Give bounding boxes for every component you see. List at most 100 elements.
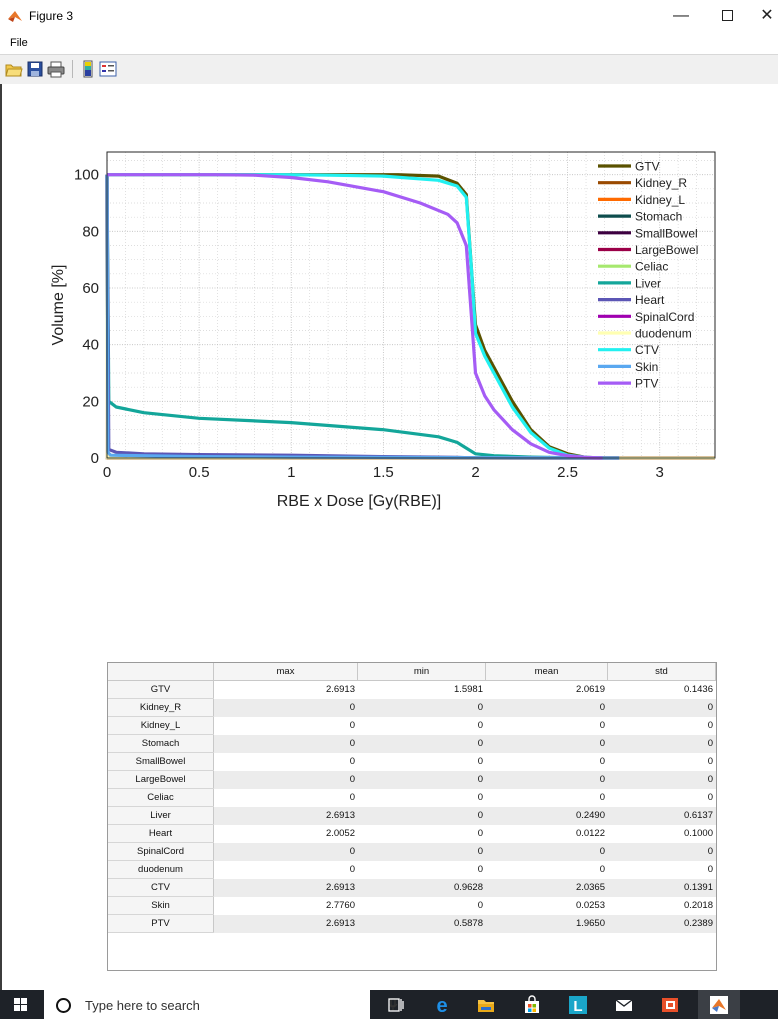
table-cell[interactable]: 0 <box>607 788 716 807</box>
table-cell[interactable]: 0 <box>607 734 716 753</box>
table-cell[interactable]: 0.6137 <box>607 806 716 825</box>
legend-label-heart: Heart <box>635 293 665 307</box>
table-cell[interactable]: 0.2018 <box>607 896 716 915</box>
store-icon[interactable] <box>522 995 542 1015</box>
office-icon[interactable] <box>660 995 680 1015</box>
table-cell[interactable]: 0 <box>213 788 358 807</box>
table-cell[interactable]: 2.0619 <box>485 680 608 699</box>
table-row: Stomach 0 0 0 0 <box>108 734 716 753</box>
row-header[interactable]: Stomach <box>108 734 214 753</box>
row-header[interactable]: GTV <box>108 680 214 699</box>
table-cell[interactable]: 0 <box>213 860 358 879</box>
stats-table[interactable]: max min mean std GTV 2.6913 1.5981 2.0619 0.1436… <box>107 662 717 971</box>
row-header[interactable]: Liver <box>108 806 214 825</box>
table-cell[interactable]: 0 <box>213 716 358 735</box>
table-cell[interactable]: 0 <box>213 698 358 717</box>
column-header-mean[interactable]: mean <box>485 663 608 681</box>
row-header[interactable]: SpinalCord <box>108 842 214 861</box>
row-header[interactable]: Kidney_L <box>108 716 214 735</box>
table-cell[interactable]: 0 <box>213 770 358 789</box>
table-cell[interactable]: 0 <box>607 770 716 789</box>
row-header[interactable]: Kidney_R <box>108 698 214 717</box>
table-cell[interactable]: 0.1000 <box>607 824 716 843</box>
colorbar-icon[interactable] <box>79 60 97 78</box>
table-cell[interactable]: 0 <box>357 806 486 825</box>
table-cell[interactable]: 0 <box>485 752 608 771</box>
column-header-max[interactable]: max <box>213 663 358 681</box>
windows-start-icon[interactable] <box>14 998 27 1011</box>
table-cell[interactable]: 0 <box>485 788 608 807</box>
table-cell[interactable]: 0 <box>607 842 716 861</box>
row-header[interactable]: PTV <box>108 914 214 933</box>
table-cell[interactable]: 2.0052 <box>213 824 358 843</box>
table-cell[interactable]: 0 <box>607 860 716 879</box>
table-cell[interactable]: 0 <box>485 770 608 789</box>
mail-icon[interactable] <box>614 995 634 1015</box>
table-cell[interactable]: 0.0122 <box>485 824 608 843</box>
row-header[interactable]: Heart <box>108 824 214 843</box>
table-cell[interactable]: 0 <box>485 734 608 753</box>
table-cell[interactable]: 0 <box>357 788 486 807</box>
table-cell[interactable]: 0 <box>357 842 486 861</box>
open-file-icon[interactable] <box>5 60 23 78</box>
row-header[interactable]: Celiac <box>108 788 214 807</box>
dvh-chart[interactable]: 0 0.5 1 1.5 2 2.5 3 0 20 40 60 80 100 RBE x Dose [Gy(… <box>2 84 778 564</box>
table-cell[interactable]: 0.2490 <box>485 806 608 825</box>
column-header-std[interactable]: std <box>607 663 716 681</box>
legend-icon[interactable] <box>99 60 117 78</box>
table-cell[interactable]: 0 <box>357 770 486 789</box>
table-cell[interactable]: 0 <box>357 896 486 915</box>
table-cell[interactable]: 2.6913 <box>213 680 358 699</box>
table-cell[interactable]: 0 <box>213 734 358 753</box>
table-cell[interactable]: 0 <box>213 752 358 771</box>
table-cell[interactable]: 0.9628 <box>357 878 486 897</box>
table-cell[interactable]: 0 <box>213 842 358 861</box>
task-view-icon[interactable] <box>386 995 406 1015</box>
close-button[interactable]: ✕ <box>752 5 778 27</box>
table-cell[interactable]: 0 <box>485 716 608 735</box>
maximize-button[interactable] <box>712 5 742 27</box>
row-header[interactable]: duodenum <box>108 860 214 879</box>
table-cell[interactable]: 0 <box>485 842 608 861</box>
series-line-ctv <box>106 173 603 460</box>
taskbar-search-box[interactable]: Type here to search <box>44 990 398 1019</box>
table-cell[interactable]: 0 <box>357 752 486 771</box>
edge-icon[interactable]: e <box>432 995 452 1015</box>
table-cell[interactable]: 0.2389 <box>607 914 716 933</box>
table-cell[interactable]: 0 <box>357 824 486 843</box>
table-cell[interactable]: 1.5981 <box>357 680 486 699</box>
table-cell[interactable]: 0 <box>607 716 716 735</box>
table-cell[interactable]: 0 <box>485 860 608 879</box>
table-cell[interactable]: 0.1391 <box>607 878 716 897</box>
table-cell[interactable]: 0 <box>357 860 486 879</box>
table-cell[interactable]: 2.6913 <box>213 806 358 825</box>
table-cell[interactable]: 0.1436 <box>607 680 716 699</box>
matlab-icon[interactable] <box>709 995 729 1015</box>
table-cell[interactable]: 0 <box>607 752 716 771</box>
table-cell[interactable]: 0 <box>357 734 486 753</box>
row-header[interactable]: Skin <box>108 896 214 915</box>
figure-canvas: 0 0.5 1 1.5 2 2.5 3 0 20 40 60 80 100 RBE x Dose [Gy(… <box>0 84 778 990</box>
x-tick-label: 2 <box>471 464 479 481</box>
row-header[interactable]: LargeBowel <box>108 770 214 789</box>
table-cell[interactable]: 0 <box>357 716 486 735</box>
row-header[interactable]: CTV <box>108 878 214 897</box>
table-cell[interactable]: 0.0253 <box>485 896 608 915</box>
table-cell[interactable]: 2.6913 <box>213 914 358 933</box>
table-cell[interactable]: 0 <box>485 698 608 717</box>
table-cell[interactable]: 0.5878 <box>357 914 486 933</box>
table-cell[interactable]: 2.7760 <box>213 896 358 915</box>
table-cell[interactable]: 0 <box>607 698 716 717</box>
row-header[interactable]: SmallBowel <box>108 752 214 771</box>
table-cell[interactable]: 2.6913 <box>213 878 358 897</box>
save-icon[interactable] <box>26 60 44 78</box>
table-cell[interactable]: 2.0365 <box>485 878 608 897</box>
print-icon[interactable] <box>47 60 65 78</box>
table-cell[interactable]: 1.9650 <box>485 914 608 933</box>
minimize-button[interactable]: — <box>666 5 696 27</box>
menu-file[interactable]: File <box>10 37 28 49</box>
file-explorer-icon[interactable] <box>476 995 496 1015</box>
column-header-min[interactable]: min <box>357 663 486 681</box>
table-cell[interactable]: 0 <box>357 698 486 717</box>
app-l-icon[interactable]: L <box>568 995 588 1015</box>
